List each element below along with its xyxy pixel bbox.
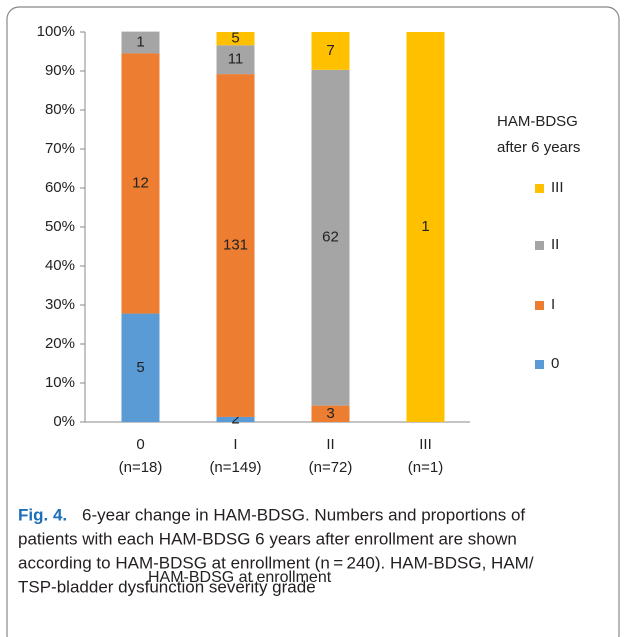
y-tick-label: 10% [45,374,75,391]
data-label: 1 [136,33,144,50]
figure-border [6,6,620,637]
bar-segment [121,31,160,54]
y-tick-label: 50% [45,218,75,235]
y-tick-label: 90% [45,62,75,79]
bar-segment [216,74,255,417]
data-label: 7 [326,42,334,59]
data-label: 1 [421,218,429,235]
bar-segment [216,32,255,46]
bar-segment [216,416,255,422]
data-label: 131 [223,236,248,253]
y-tick-label: 40% [45,257,75,274]
y-tick-label: 80% [45,101,75,118]
y-tick-label: 30% [45,296,75,313]
caption-text: 6-year change in HAM-BDSG. Numbers and p… [82,505,525,524]
bar-segment [216,45,255,75]
y-tick-label: 70% [45,140,75,157]
legend-label: 0 [551,355,559,372]
x-tick-label: I [233,436,237,453]
data-label: 62 [322,229,339,246]
bar-segment [311,405,350,422]
caption-text: according to HAM-BDSG at enrollment (n =… [18,553,534,572]
x-tick-sublabel: (n=1) [408,459,443,476]
x-tick-sublabel: (n=18) [119,459,163,476]
x-axis-title: HAM-BDSG at enrollment [148,569,332,586]
bar-segment [311,32,350,70]
x-tick-sublabel: (n=72) [309,459,353,476]
y-tick-label: 60% [45,179,75,196]
x-tick-label: 0 [136,436,144,453]
legend-swatch [535,184,544,193]
data-label: 11 [228,51,244,68]
y-tick-label: 0% [53,413,75,430]
caption-text: patients with each HAM-BDSG 6 years afte… [18,529,517,548]
caption-text: TSP-bladder dysfunction severity grade [18,577,316,596]
bar-segment [121,313,160,422]
legend-swatch [535,241,544,250]
legend-label: II [551,236,559,253]
x-tick-label: II [326,436,334,453]
bar-segment [406,32,445,422]
legend-swatch [535,360,544,369]
bar-segment [121,53,160,314]
data-label: 3 [326,405,334,422]
legend-title: HAM-BDSG [497,113,578,130]
data-label: 5 [136,359,144,376]
legend-swatch [535,301,544,310]
caption-label: Fig. 4. [18,505,67,524]
data-label: 2 [231,410,239,427]
legend-label: I [551,296,555,313]
x-tick-sublabel: (n=149) [209,459,261,476]
legend-label: III [551,179,564,196]
legend-title: after 6 years [497,139,580,156]
y-tick-label: 100% [37,23,75,40]
data-label: 5 [231,30,239,47]
data-label: 12 [132,174,149,191]
bar-segment [311,69,350,406]
x-tick-label: III [419,436,432,453]
y-tick-label: 20% [45,335,75,352]
